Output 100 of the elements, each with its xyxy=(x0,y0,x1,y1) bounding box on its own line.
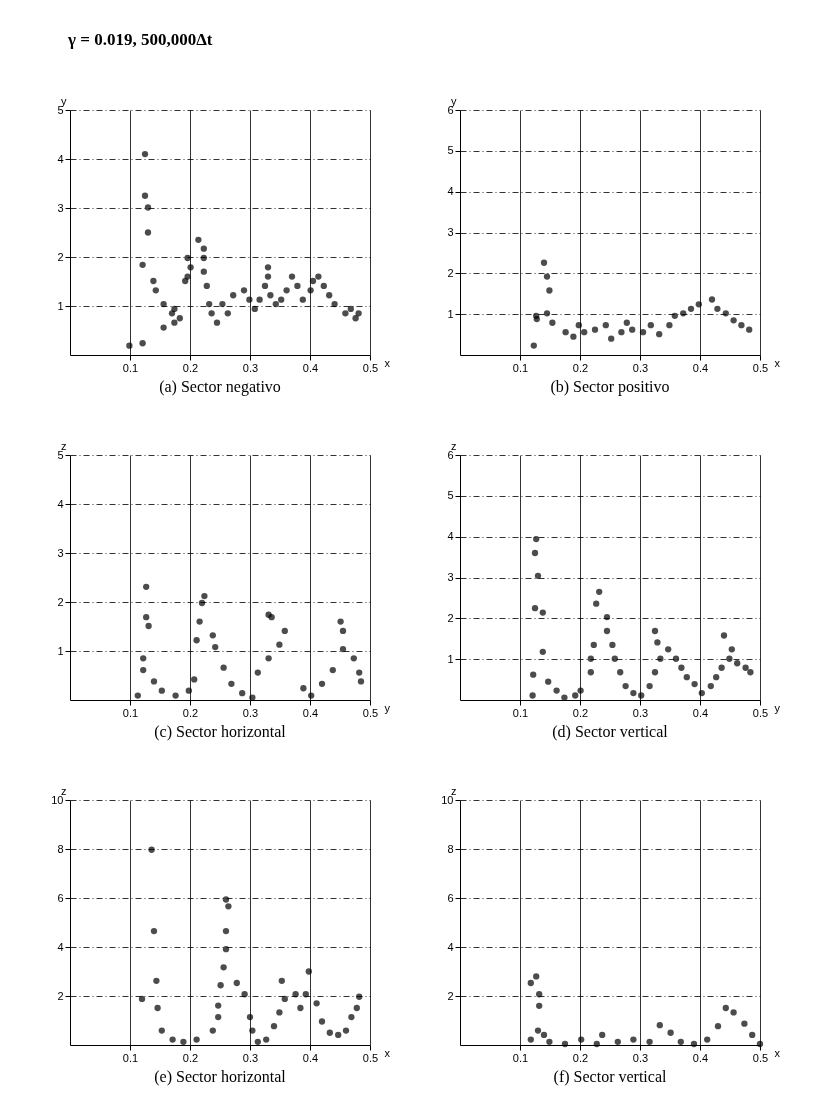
point xyxy=(577,687,584,694)
point xyxy=(185,687,192,694)
x-tick-label: 0.4 xyxy=(692,1051,709,1064)
point xyxy=(630,689,637,697)
x-tick-label: 0.2 xyxy=(182,361,199,374)
point xyxy=(591,326,599,333)
point xyxy=(145,622,152,630)
point xyxy=(570,333,577,340)
point xyxy=(278,977,285,984)
point xyxy=(561,694,568,701)
point xyxy=(276,641,283,648)
point xyxy=(540,1031,548,1039)
x-tick-label: 0.1 xyxy=(512,706,529,719)
x-tick-label: 0.5 xyxy=(362,361,379,374)
y-tick-label: 6 xyxy=(57,891,64,904)
point xyxy=(599,1031,606,1039)
point xyxy=(614,1038,621,1045)
point xyxy=(622,682,629,690)
point xyxy=(222,946,230,953)
x-tick-label: 0.5 xyxy=(752,361,769,374)
point xyxy=(160,300,167,308)
x-axis-title: x xyxy=(384,1046,391,1059)
y-axis-title: y xyxy=(451,94,457,107)
point xyxy=(307,287,314,294)
point xyxy=(590,641,597,649)
point xyxy=(144,229,152,236)
point xyxy=(276,1009,283,1016)
point xyxy=(152,287,159,294)
point xyxy=(240,287,248,294)
x-axis-title: x xyxy=(384,356,391,369)
point xyxy=(198,599,206,607)
y-tick-label: 1 xyxy=(447,652,454,665)
point xyxy=(309,277,317,285)
point xyxy=(300,685,307,692)
point xyxy=(730,1009,737,1016)
text: (f) Sector vertical xyxy=(553,1068,667,1086)
point xyxy=(225,903,232,910)
point xyxy=(139,340,146,347)
point xyxy=(241,991,248,998)
point xyxy=(543,273,551,280)
x-tick-label: 0.2 xyxy=(572,361,589,374)
point xyxy=(549,319,556,326)
point xyxy=(677,1038,684,1045)
point xyxy=(264,264,272,271)
point xyxy=(678,664,685,671)
point xyxy=(666,322,673,329)
point xyxy=(698,689,705,697)
point xyxy=(638,692,645,699)
x-tick-label: 0.1 xyxy=(512,361,529,374)
point xyxy=(738,322,745,329)
point xyxy=(593,600,600,607)
point xyxy=(617,669,624,676)
point xyxy=(139,261,146,268)
x-tick-label: 0.2 xyxy=(182,1051,199,1064)
point xyxy=(534,572,542,580)
point xyxy=(212,643,219,651)
point xyxy=(708,296,716,303)
point xyxy=(603,613,611,621)
point xyxy=(651,627,659,635)
y-tick-label: 10 xyxy=(441,793,454,806)
point xyxy=(562,328,569,336)
text: (a) Sector negativo xyxy=(159,378,281,396)
point xyxy=(294,282,301,290)
point xyxy=(722,310,729,317)
x-axis-title: y xyxy=(774,701,781,714)
x-axis-title: x xyxy=(774,1046,781,1059)
point xyxy=(337,618,344,625)
point xyxy=(193,1036,200,1043)
point xyxy=(140,666,147,674)
point xyxy=(726,655,733,662)
point xyxy=(704,1036,711,1043)
point xyxy=(534,1027,542,1034)
point xyxy=(184,273,191,280)
point xyxy=(272,300,279,308)
point xyxy=(728,646,735,653)
point xyxy=(545,678,552,685)
point xyxy=(249,1027,256,1034)
point xyxy=(228,680,235,687)
point xyxy=(171,305,178,313)
point xyxy=(561,1040,569,1048)
point xyxy=(265,655,272,662)
point xyxy=(651,669,659,676)
y-tick-label: 2 xyxy=(57,250,64,263)
point xyxy=(251,305,258,313)
point xyxy=(531,549,539,557)
point xyxy=(261,282,269,290)
x-tick-label: 0.2 xyxy=(572,1051,589,1064)
point xyxy=(347,305,354,313)
y-tick-label: 5 xyxy=(57,103,64,116)
point xyxy=(722,1004,729,1012)
text: (c) Sector horizontal xyxy=(154,723,287,741)
y-tick-label: 4 xyxy=(57,497,64,510)
y-tick-label: 10 xyxy=(51,793,64,806)
point xyxy=(646,1038,653,1045)
point xyxy=(352,315,359,322)
point xyxy=(278,296,285,303)
point xyxy=(283,287,290,294)
point xyxy=(222,896,230,903)
point xyxy=(618,328,625,336)
point xyxy=(546,1038,553,1045)
